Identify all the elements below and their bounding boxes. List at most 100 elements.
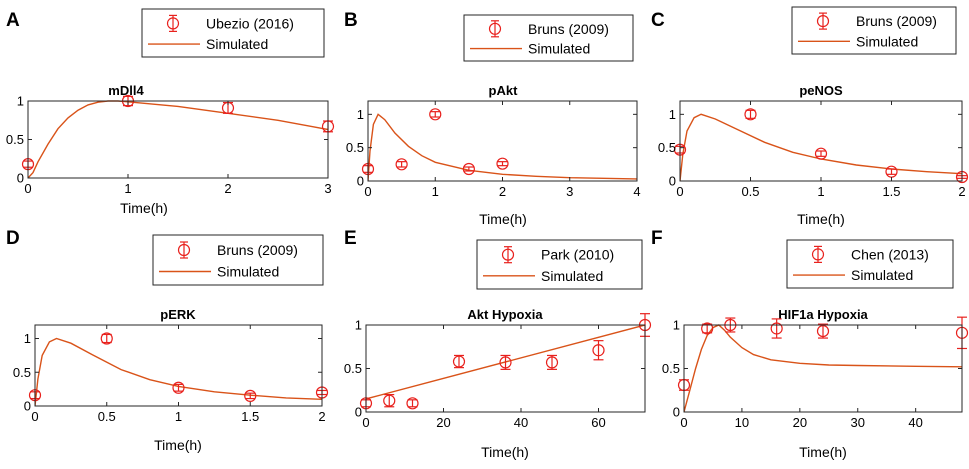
y-tick-label: 0.5 xyxy=(662,361,680,376)
data-point xyxy=(814,147,828,160)
y-tick-label: 0 xyxy=(357,174,364,189)
data-marker xyxy=(452,355,466,368)
data-marker xyxy=(770,322,783,335)
data-point xyxy=(770,318,783,339)
legend: Ubezio (2016) Simulated xyxy=(141,8,325,58)
y-tick-label: 1 xyxy=(355,318,362,333)
data-point xyxy=(100,332,113,345)
y-tick-label: 1 xyxy=(673,318,680,333)
x-tick-label: 2 xyxy=(958,184,965,199)
y-tick-label: 0 xyxy=(669,174,676,189)
chart-panel-f: F HIF1a Hypoxia 0 10 20 30 40 0 0.5 1 Time(h) Chen … xyxy=(651,228,969,460)
x-tick-label: 1 xyxy=(175,409,182,424)
legend-box xyxy=(476,239,643,290)
x-tick-label: 20 xyxy=(793,415,807,430)
y-tick-label: 0 xyxy=(355,405,362,420)
panel-label: A xyxy=(6,10,20,31)
legend-sim-label: Simulated xyxy=(851,267,913,283)
legend-box xyxy=(791,6,957,55)
data-point xyxy=(395,158,408,171)
y-tick-label: 0 xyxy=(24,399,31,414)
legend-box xyxy=(786,239,954,289)
x-axis-label: Time(h) xyxy=(120,200,168,216)
data-marker xyxy=(172,381,185,394)
x-tick-label: 2 xyxy=(318,409,325,424)
x-tick-label: 0 xyxy=(362,415,369,430)
legend-data-marker xyxy=(811,248,825,261)
x-axis-label: Time(h) xyxy=(797,211,845,227)
panel-label: E xyxy=(344,228,357,249)
data-marker xyxy=(816,324,830,338)
data-marker xyxy=(462,162,475,176)
legend-data-marker xyxy=(177,243,191,257)
y-tick-label: 1 xyxy=(17,94,24,109)
legend: Park (2010) Simulated xyxy=(476,239,643,290)
x-tick-label: 40 xyxy=(908,415,922,430)
y-tick-label: 0.5 xyxy=(658,140,676,155)
data-point xyxy=(499,354,512,370)
legend-data-label: Bruns (2009) xyxy=(856,13,937,29)
x-tick-label: 40 xyxy=(514,415,528,430)
data-point xyxy=(592,340,605,361)
panel-label: F xyxy=(651,228,663,249)
y-tick-label: 0.5 xyxy=(13,365,31,380)
legend-data-label: Chen (2013) xyxy=(851,246,929,262)
chart-title: mDll4 xyxy=(108,83,144,98)
legend: Bruns (2009) Simulated xyxy=(463,14,634,62)
legend-data-marker xyxy=(166,17,180,30)
x-axis-label: Time(h) xyxy=(481,444,529,460)
legend-data-label: Ubezio (2016) xyxy=(206,15,294,31)
x-tick-label: 20 xyxy=(436,415,450,430)
chart-title: pERK xyxy=(160,307,196,322)
data-point xyxy=(383,394,396,408)
x-axis-label: Time(h) xyxy=(154,437,202,453)
x-tick-label: 2 xyxy=(224,181,231,196)
data-point xyxy=(452,354,466,369)
legend-sim-label: Simulated xyxy=(206,36,268,52)
x-tick-label: 1 xyxy=(432,184,439,199)
x-tick-label: 0 xyxy=(364,184,371,199)
data-marker xyxy=(701,322,714,335)
data-marker xyxy=(545,356,559,369)
chart-title: HIF1a Hypoxia xyxy=(778,307,868,322)
x-tick-label: 0 xyxy=(31,409,38,424)
x-tick-label: 0 xyxy=(676,184,683,199)
y-tick-label: 0 xyxy=(17,171,24,186)
data-point xyxy=(701,322,714,335)
legend-box xyxy=(141,8,325,58)
legend-box xyxy=(463,14,634,62)
x-tick-label: 30 xyxy=(851,415,865,430)
data-marker xyxy=(744,108,757,121)
axes-box xyxy=(27,100,329,179)
y-tick-label: 0.5 xyxy=(6,132,24,147)
legend-box xyxy=(152,234,324,286)
legend-data-label: Park (2010) xyxy=(541,247,614,263)
data-point xyxy=(496,157,509,170)
y-tick-label: 1 xyxy=(357,107,364,122)
x-tick-label: 0.5 xyxy=(741,184,759,199)
legend-sim-label: Simulated xyxy=(217,264,279,280)
x-tick-label: 1 xyxy=(124,181,131,196)
data-point xyxy=(429,108,442,121)
data-point xyxy=(172,381,185,394)
x-tick-label: 1 xyxy=(817,184,824,199)
data-point xyxy=(744,108,757,121)
y-tick-label: 0.5 xyxy=(346,140,364,155)
data-point xyxy=(816,323,830,339)
x-tick-label: 1.5 xyxy=(241,409,259,424)
data-marker xyxy=(592,344,605,357)
x-tick-label: 60 xyxy=(591,415,605,430)
simulated-line xyxy=(684,324,962,412)
data-marker xyxy=(429,108,442,121)
data-point xyxy=(406,397,419,410)
legend: Chen (2013) Simulated xyxy=(786,239,954,289)
data-point xyxy=(885,165,898,178)
legend-data-marker xyxy=(488,22,502,35)
y-tick-label: 1 xyxy=(669,107,676,122)
legend-sim-label: Simulated xyxy=(541,268,603,284)
